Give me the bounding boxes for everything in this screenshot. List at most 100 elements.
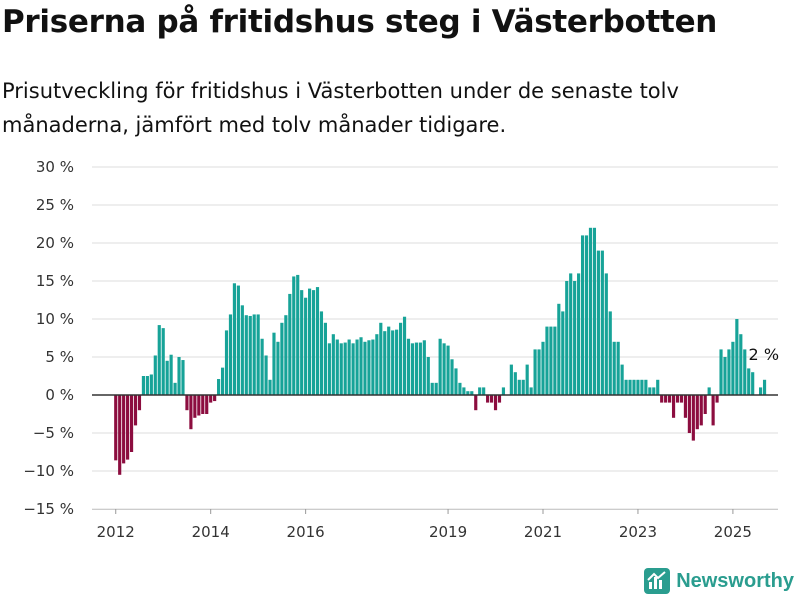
bar bbox=[213, 395, 217, 402]
bar bbox=[145, 376, 149, 395]
bar bbox=[351, 343, 355, 395]
bar bbox=[296, 274, 300, 395]
bar bbox=[157, 325, 161, 395]
bar bbox=[743, 349, 747, 395]
bar bbox=[671, 395, 676, 418]
y-tick-label: −15 % bbox=[23, 500, 74, 518]
bar bbox=[584, 235, 589, 395]
bar bbox=[446, 345, 450, 395]
bar bbox=[256, 314, 260, 395]
bar bbox=[114, 395, 118, 461]
bar bbox=[217, 379, 221, 395]
bar bbox=[438, 338, 442, 395]
bar bbox=[126, 395, 130, 460]
bar bbox=[414, 342, 418, 395]
page-subtitle: Prisutveckling för fritidshus i Västerbo… bbox=[2, 79, 679, 137]
bar bbox=[549, 326, 553, 395]
bar bbox=[252, 314, 256, 395]
bar bbox=[335, 339, 339, 395]
bar bbox=[652, 387, 656, 395]
bar bbox=[311, 290, 316, 395]
bar bbox=[687, 395, 691, 433]
brand-name: Newsworthy bbox=[676, 569, 794, 592]
bar bbox=[620, 364, 624, 395]
bar bbox=[272, 332, 276, 395]
bar bbox=[592, 227, 597, 395]
bar bbox=[525, 364, 529, 395]
bar bbox=[129, 395, 134, 452]
bar bbox=[573, 281, 577, 395]
bar bbox=[569, 273, 573, 395]
bar bbox=[315, 287, 320, 395]
x-tick-label: 2016 bbox=[287, 523, 325, 541]
bar bbox=[474, 395, 478, 411]
bar bbox=[434, 382, 438, 395]
bar bbox=[331, 334, 335, 395]
bar bbox=[181, 360, 185, 395]
bar bbox=[418, 342, 422, 395]
bar bbox=[596, 250, 600, 395]
bar bbox=[173, 382, 177, 395]
bar bbox=[169, 354, 173, 395]
bar bbox=[478, 387, 482, 395]
bar bbox=[727, 349, 731, 395]
x-tick-label: 2019 bbox=[429, 523, 467, 541]
bar bbox=[236, 285, 240, 395]
bar bbox=[193, 395, 197, 418]
bar bbox=[197, 395, 201, 416]
bar bbox=[497, 395, 502, 403]
bar bbox=[260, 338, 264, 395]
bar bbox=[379, 322, 383, 395]
bar bbox=[703, 395, 707, 414]
brand-logo[interactable]: Newsworthy bbox=[644, 568, 794, 594]
bar bbox=[699, 395, 703, 426]
bar bbox=[363, 341, 367, 395]
bar bbox=[739, 334, 743, 395]
bar bbox=[387, 326, 391, 395]
bar bbox=[137, 395, 142, 411]
x-tick-label: 2014 bbox=[192, 523, 230, 541]
y-tick-label: 25 % bbox=[36, 196, 74, 214]
bar bbox=[517, 379, 521, 395]
bar bbox=[280, 322, 284, 395]
bar bbox=[284, 315, 288, 395]
page-title: Priserna på fritidshus steg i Västerbott… bbox=[2, 4, 718, 40]
bar bbox=[679, 395, 684, 403]
bar bbox=[648, 387, 652, 395]
y-tick-label: 15 % bbox=[36, 272, 74, 290]
bar bbox=[553, 326, 557, 395]
bar bbox=[319, 311, 324, 395]
bar bbox=[371, 339, 375, 395]
bar bbox=[228, 314, 233, 395]
bar bbox=[189, 395, 193, 430]
bar bbox=[268, 379, 272, 395]
bar bbox=[308, 288, 312, 395]
bar bbox=[723, 357, 727, 395]
y-tick-label: 0 % bbox=[45, 386, 74, 404]
annotation-label: 2 % bbox=[749, 345, 779, 364]
bar bbox=[133, 395, 138, 426]
bar bbox=[493, 395, 498, 411]
bars bbox=[114, 227, 767, 475]
bar bbox=[240, 305, 244, 395]
bar bbox=[327, 343, 331, 395]
bar bbox=[153, 355, 157, 395]
bar bbox=[711, 395, 715, 426]
bar bbox=[604, 273, 608, 395]
bar bbox=[747, 368, 751, 395]
y-tick-label: 30 % bbox=[36, 158, 74, 176]
bar bbox=[201, 395, 205, 414]
x-tick-label: 2012 bbox=[97, 523, 135, 541]
bar bbox=[177, 357, 181, 395]
bar bbox=[707, 387, 711, 395]
x-tick-label: 2025 bbox=[714, 523, 752, 541]
bar bbox=[323, 322, 327, 395]
bar bbox=[751, 372, 755, 395]
bar bbox=[367, 340, 371, 395]
y-tick-label: −10 % bbox=[23, 462, 74, 480]
bar bbox=[608, 311, 612, 395]
bar bbox=[165, 360, 169, 395]
bar bbox=[600, 250, 604, 395]
bar bbox=[466, 391, 470, 395]
bar bbox=[359, 337, 363, 395]
